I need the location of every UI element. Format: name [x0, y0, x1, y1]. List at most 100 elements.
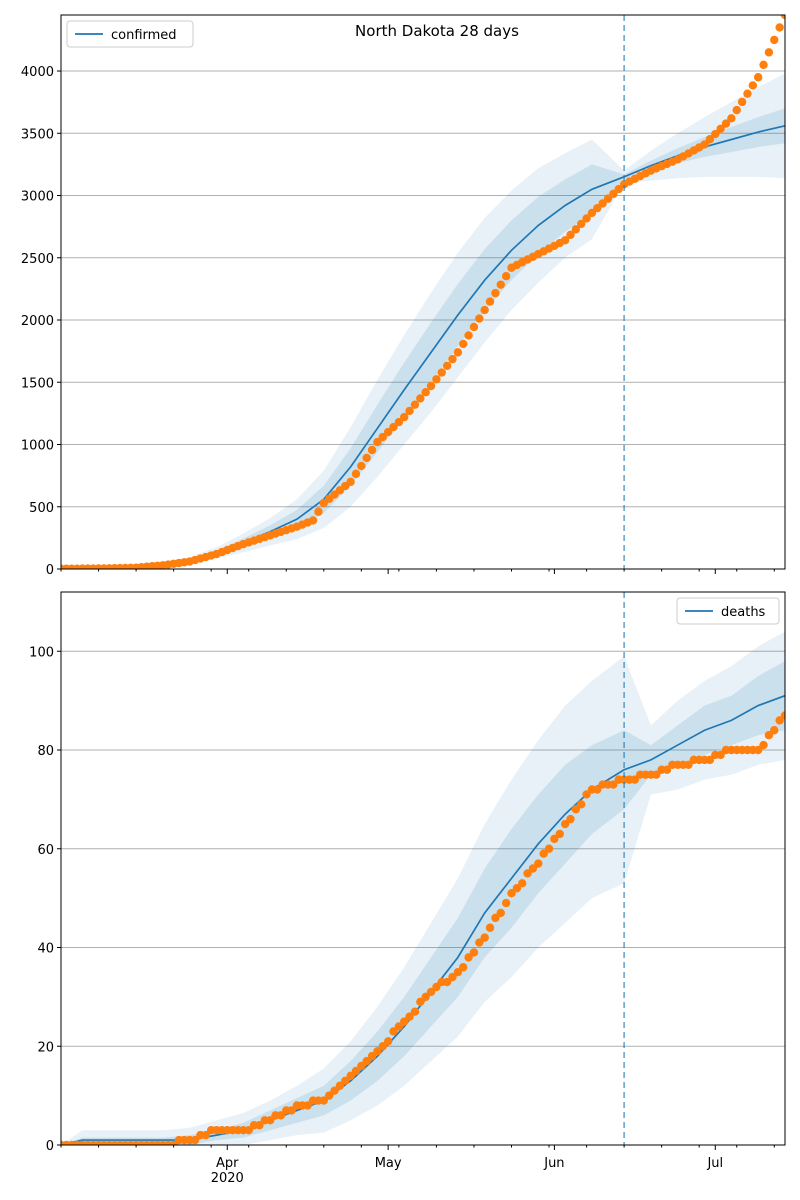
panel-2-observed-point	[448, 972, 457, 982]
panel-1-ytick-label: 2000	[21, 314, 54, 329]
panel-1-observed-point	[748, 81, 758, 90]
panel-2-observed-point	[652, 770, 661, 779]
panel-1-observed-point	[560, 236, 570, 245]
panel-1-observed-point	[721, 119, 731, 128]
panel-2-observed-point	[512, 884, 522, 893]
panel-2-observed-point	[475, 938, 484, 947]
panel-2-observed-point	[507, 888, 516, 898]
panel-2-observed-point	[593, 785, 602, 794]
panel-1-uncertainty-band	[61, 139, 625, 569]
panel-1-observed-point	[759, 60, 768, 69]
panel-2-observed-point	[518, 879, 527, 888]
panel-2-axes-frame	[60, 591, 786, 1146]
panel-1-observed-point	[614, 184, 623, 194]
panel-1-legend-label: confirmed	[111, 28, 177, 43]
panel-1-observed-point	[437, 368, 446, 377]
panel-2-observed-point	[367, 1051, 377, 1061]
panel-1-observed-point	[405, 406, 414, 416]
panel-2-observed-point	[426, 987, 436, 997]
panel-2-observed-point	[770, 726, 779, 735]
panel-1-observed-point	[593, 203, 602, 213]
panel-2-observed-point	[539, 849, 548, 858]
panel-1-ytick-label: 3000	[21, 190, 54, 205]
panel-1-observed-point	[469, 322, 479, 332]
panel-2-observed-point	[780, 711, 785, 720]
xtick-label-jul: Jul	[706, 1156, 723, 1171]
panel-2-observed-point	[303, 1101, 312, 1110]
panel-2-observed-point	[432, 982, 441, 992]
panel-2-ytick-label: 40	[37, 942, 54, 957]
panel-1-observed-point	[378, 432, 387, 442]
panel-1-observed-point	[577, 219, 586, 229]
panel-1-plot-area	[61, 15, 785, 569]
panel-1-observed-point	[501, 271, 511, 281]
panel-2-observed-point	[416, 997, 425, 1007]
panel-2-legend: deaths	[676, 597, 780, 625]
panel-1-observed-point	[716, 124, 725, 133]
panel-1-ytick-label: 1500	[21, 376, 54, 391]
panel-1-observed-point	[416, 394, 425, 403]
panel-1-observed-point	[780, 15, 785, 20]
panel-1-observed-point	[362, 453, 371, 463]
panel-2-observed-point	[400, 1017, 409, 1026]
panel-2-ytick-label: 80	[37, 744, 54, 759]
panel-1-observed-point	[775, 23, 784, 32]
panel-2-observed-point	[378, 1042, 387, 1051]
panel-1-observed-point	[432, 375, 441, 384]
panel-1-observed-point	[587, 208, 597, 218]
panel-1-observed-point	[367, 445, 377, 455]
panel-2-observed-point	[759, 740, 768, 750]
panel-2-observed-point	[577, 800, 586, 809]
xtick-label-apr: Apr	[216, 1156, 239, 1171]
panel-1-observed-point	[400, 412, 409, 422]
panel-2-observed-point	[201, 1130, 210, 1140]
panel-2-observed-point	[459, 963, 468, 972]
panel-2-observed-point	[255, 1121, 264, 1130]
panel-1-observed-point	[743, 89, 752, 98]
panel-2-observed-point	[566, 814, 575, 824]
panel-2-observed-point	[324, 1091, 334, 1100]
panel-2-legend-box	[676, 597, 780, 625]
panel-2-ytick-label: 60	[37, 843, 54, 858]
panel-1-ytick-label: 1000	[21, 439, 54, 454]
panel-1-observed-point	[764, 48, 774, 57]
panel-1-observed-point	[711, 129, 720, 139]
panel-1-observed-point	[394, 417, 404, 427]
panel-1-observed-point	[426, 381, 436, 391]
panel-2-uncertainty-band	[61, 656, 625, 1145]
panel-1-observed-point	[475, 314, 484, 323]
panel-1-ytick-label: 4000	[21, 65, 54, 80]
panel-1-legend: confirmed	[66, 20, 194, 48]
panel-2-observed-point	[753, 745, 763, 755]
panel-1-observed-point	[480, 305, 489, 315]
panel-1-ytick-label: 500	[29, 501, 54, 516]
panel-1-observed-point	[603, 194, 613, 203]
panel-2-observed-point	[190, 1135, 200, 1145]
panel-2-uncertainty-band	[624, 661, 785, 810]
panel-1-observed-point	[609, 189, 618, 199]
panel-2-uncertainty-band	[61, 730, 625, 1145]
panel-1-observed-point	[410, 400, 420, 409]
panel-2-observed-point	[405, 1012, 414, 1021]
panel-2-observed-point	[319, 1096, 328, 1105]
panel-2-observed-point	[555, 829, 564, 839]
panel-2-observed-point	[394, 1022, 404, 1031]
panel-1-observed-point	[351, 469, 361, 479]
panel-2-observed-point	[351, 1066, 361, 1076]
panel-2-observed-point	[480, 933, 489, 942]
panel-2-observed-point	[346, 1071, 355, 1081]
panel-1-observed-point	[464, 331, 473, 340]
panel-2-observed-point	[421, 992, 430, 1002]
panel-1-observed-point	[496, 280, 505, 289]
panel-1-observed-point	[383, 427, 393, 437]
panel-1-observed-point	[598, 199, 607, 208]
panel-1-observed-point	[346, 477, 355, 487]
xtick-label-jun: Jun	[543, 1156, 564, 1171]
panel-2-observed-point	[496, 908, 505, 918]
panel-1-axes-frame	[60, 14, 786, 570]
xtick-year-label: 2020	[211, 1171, 244, 1186]
panel-2-observed-point	[276, 1111, 286, 1120]
panel-2-observed-point	[464, 953, 473, 962]
